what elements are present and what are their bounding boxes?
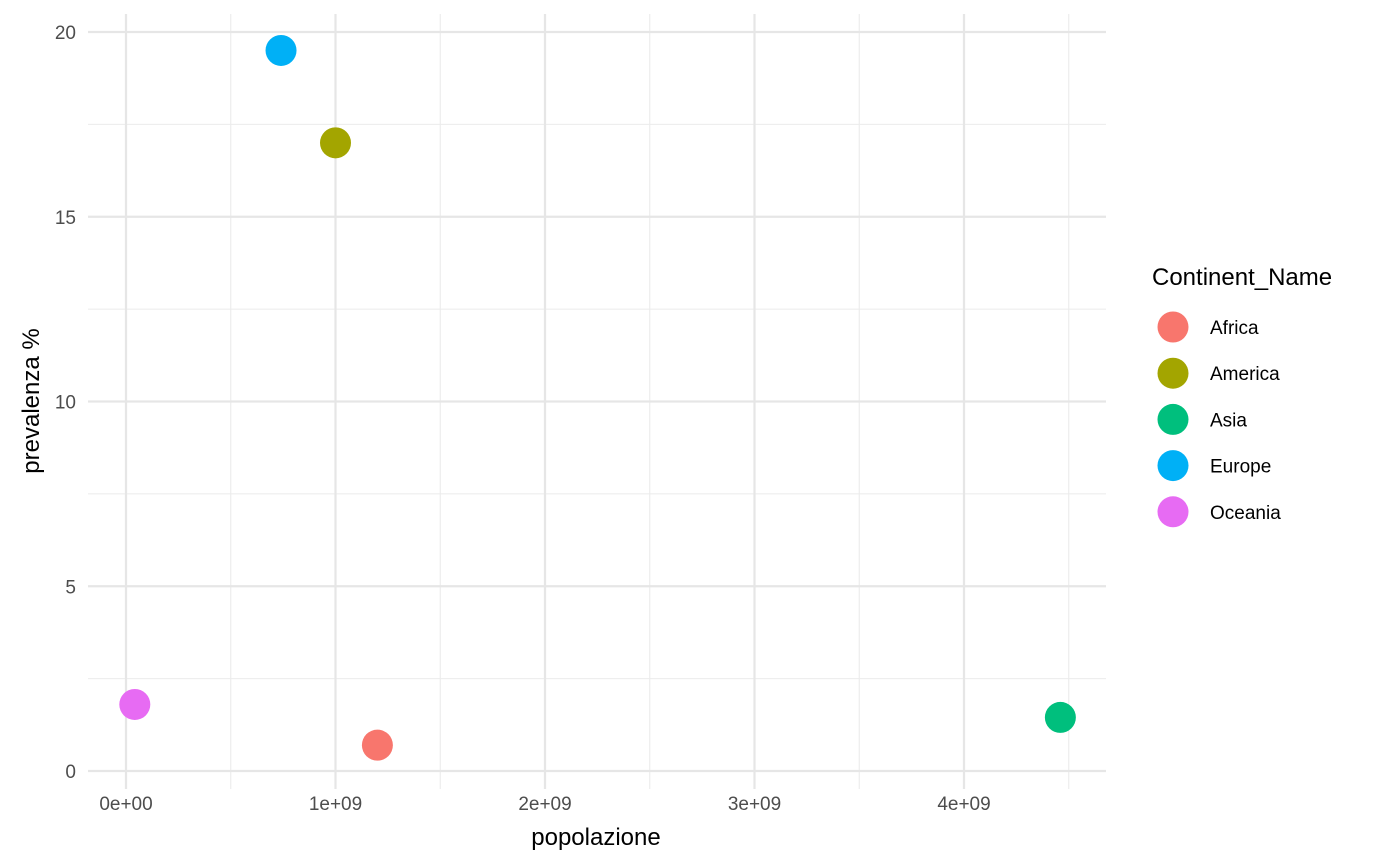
legend-label: Europe xyxy=(1210,457,1271,478)
major-gridlines xyxy=(88,14,1106,789)
legend-key-africa xyxy=(1157,311,1189,343)
y-tick-label: 10 xyxy=(55,393,76,414)
x-axis-tick-labels: 0e+00 1e+09 2e+09 3e+09 4e+09 xyxy=(99,794,990,815)
y-axis-title: prevalenza % xyxy=(18,328,45,473)
x-tick-label: 1e+09 xyxy=(309,794,362,815)
y-tick-label: 0 xyxy=(65,762,76,783)
x-tick-label: 0e+00 xyxy=(99,794,152,815)
x-tick-label: 4e+09 xyxy=(937,794,990,815)
legend-item-europe: Europe xyxy=(1157,450,1271,482)
legend-item-africa: Africa xyxy=(1157,311,1259,343)
data-point-oceania xyxy=(119,688,151,720)
y-tick-label: 20 xyxy=(55,23,76,44)
legend-title: Continent_Name xyxy=(1152,264,1332,291)
legend-item-oceania: Oceania xyxy=(1157,496,1281,528)
legend-label: America xyxy=(1210,364,1280,385)
data-point-asia xyxy=(1044,701,1076,733)
x-axis-title: popolazione xyxy=(531,824,660,851)
data-point-africa xyxy=(361,729,393,761)
legend: Continent_Name Africa America Asia Europe Oc… xyxy=(1152,264,1332,528)
legend-key-asia xyxy=(1157,403,1189,435)
legend-item-asia: Asia xyxy=(1157,403,1247,435)
x-tick-label: 2e+09 xyxy=(518,794,571,815)
y-axis-tick-labels: 0 5 10 15 20 xyxy=(55,23,76,783)
legend-label: Africa xyxy=(1210,318,1259,339)
data-points xyxy=(119,34,1076,761)
legend-key-europe xyxy=(1157,450,1189,482)
data-point-america xyxy=(320,127,351,159)
legend-label: Asia xyxy=(1210,410,1247,431)
x-tick-label: 3e+09 xyxy=(728,794,781,815)
legend-key-oceania xyxy=(1157,496,1189,528)
legend-key-america xyxy=(1157,357,1189,389)
legend-items: Africa America Asia Europe Oceania xyxy=(1157,311,1281,528)
legend-item-america: America xyxy=(1157,357,1280,389)
y-tick-label: 15 xyxy=(55,208,76,229)
y-tick-label: 5 xyxy=(65,577,76,598)
legend-label: Oceania xyxy=(1210,503,1281,524)
data-point-europe xyxy=(265,34,297,66)
